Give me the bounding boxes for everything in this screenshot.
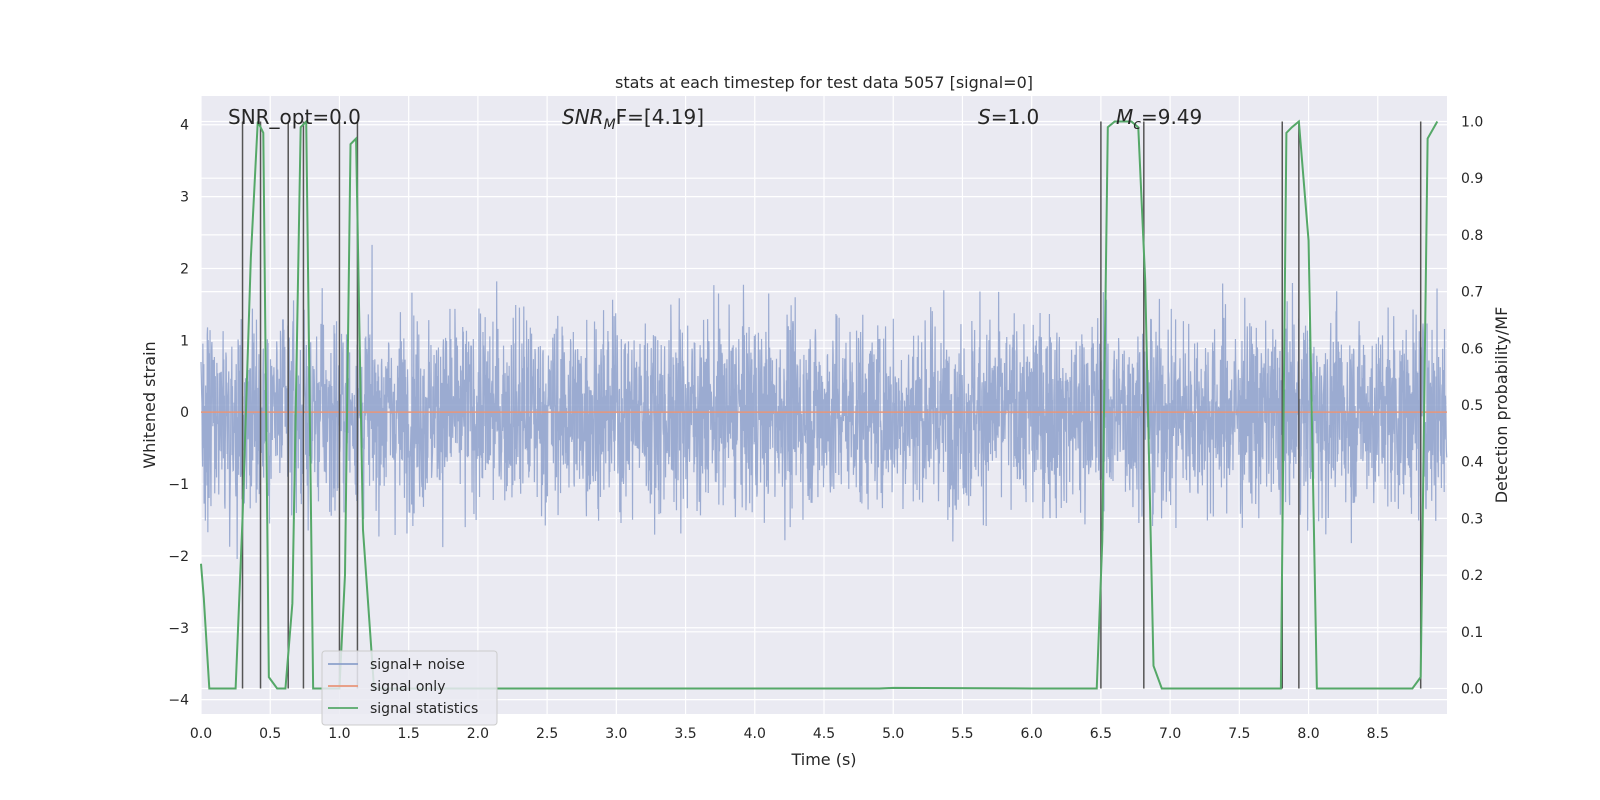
y2-tick-label-8: 0.8 xyxy=(1461,228,1483,244)
y2-axis-label: Detection probability/MF xyxy=(1492,307,1511,504)
x-tick-labels: 0.0 0.5 1.0 1.5 2.0 2.5 3.0 3.5 4.0 4.5 5.0 5.5 6.0 6… xyxy=(190,726,1389,742)
annotation-s: S=1.0 xyxy=(978,105,1039,129)
y-tick-label-4: 0 xyxy=(180,405,189,421)
snr-mf-main: SNR xyxy=(562,105,604,129)
x-tick-label-15: 7.5 xyxy=(1228,726,1250,742)
y-tick-label-3: −1 xyxy=(168,477,189,493)
y-tick-label-7: 3 xyxy=(180,190,189,206)
vertical-markers xyxy=(241,121,1422,689)
annotation-mc: Mc=9.49 xyxy=(1116,105,1202,133)
x-tick-label-11: 5.5 xyxy=(951,726,973,742)
y-tick-label-1: −3 xyxy=(168,621,189,637)
legend: signal+ noise signal only signal statist… xyxy=(321,650,498,726)
chart-title: stats at each timestep for test data 505… xyxy=(615,73,1033,92)
legend-box xyxy=(321,650,498,726)
y-tick-label-8: 4 xyxy=(180,118,189,134)
x-tick-label-1: 0.5 xyxy=(259,726,281,742)
snr-mf-subscript: M xyxy=(604,117,616,133)
x-tick-label-12: 6.0 xyxy=(1021,726,1043,742)
x-tick-label-9: 4.5 xyxy=(813,726,835,742)
legend-label-signal-statistics: signal statistics xyxy=(370,701,478,717)
s-value: =1.0 xyxy=(991,105,1040,129)
x-tick-label-0: 0.0 xyxy=(190,726,212,742)
y2-tick-label-5: 0.5 xyxy=(1461,398,1483,414)
y2-tick-label-10: 1.0 xyxy=(1461,115,1483,131)
mc-value: =9.49 xyxy=(1141,105,1202,129)
x-tick-label-5: 2.5 xyxy=(536,726,558,742)
x-axis-label: Time (s) xyxy=(790,750,856,769)
x-tick-label-2: 1.0 xyxy=(328,726,350,742)
signal-statistics-series xyxy=(200,119,1439,690)
y-tick-labels: −4 −3 −2 −1 0 1 2 3 4 xyxy=(168,118,189,709)
mc-subscript: c xyxy=(1133,117,1141,133)
x-tick-label-3: 1.5 xyxy=(398,726,420,742)
x-tick-label-7: 3.5 xyxy=(674,726,696,742)
signal-statistics-line xyxy=(200,119,1439,690)
y2-tick-label-9: 0.9 xyxy=(1461,171,1483,187)
y2-tick-label-0: 0.0 xyxy=(1461,681,1483,697)
x-tick-label-13: 6.5 xyxy=(1090,726,1112,742)
y2-tick-label-3: 0.3 xyxy=(1461,511,1483,527)
y-tick-label-2: −2 xyxy=(168,549,189,565)
mc-variable: M xyxy=(1116,105,1133,129)
x-tick-label-6: 3.0 xyxy=(605,726,627,742)
y2-tick-label-4: 0.4 xyxy=(1461,455,1483,471)
y2-tick-labels: 0.0 0.1 0.2 0.3 0.4 0.5 0.6 0.7 0.8 0.9 1.0 xyxy=(1461,115,1483,698)
y-tick-label-5: 1 xyxy=(180,333,189,349)
x-tick-label-10: 5.0 xyxy=(882,726,904,742)
y-tick-label-6: 2 xyxy=(180,261,189,277)
y-tick-label-0: −4 xyxy=(168,693,189,709)
y-axis-label: Whitened strain xyxy=(140,341,159,468)
y2-tick-label-1: 0.1 xyxy=(1461,625,1483,641)
y2-tick-label-6: 0.6 xyxy=(1461,341,1483,357)
x-tick-label-16: 8.0 xyxy=(1297,726,1319,742)
legend-label-signal-only: signal only xyxy=(370,679,445,695)
x-tick-label-14: 7.0 xyxy=(1159,726,1181,742)
y2-tick-label-7: 0.7 xyxy=(1461,285,1483,301)
x-tick-label-17: 8.5 xyxy=(1367,726,1389,742)
annotation-snr-opt: SNR_opt=0.0 xyxy=(228,105,361,129)
annotation-snr-mf: SNRMF=[4.19] xyxy=(562,105,704,133)
snr-mf-rest: F=[4.19] xyxy=(616,105,704,129)
s-variable: S xyxy=(978,105,991,129)
x-tick-label-4: 2.0 xyxy=(467,726,489,742)
y2-tick-label-2: 0.2 xyxy=(1461,568,1483,584)
x-tick-label-8: 4.0 xyxy=(744,726,766,742)
legend-label-signal-noise: signal+ noise xyxy=(370,657,465,673)
